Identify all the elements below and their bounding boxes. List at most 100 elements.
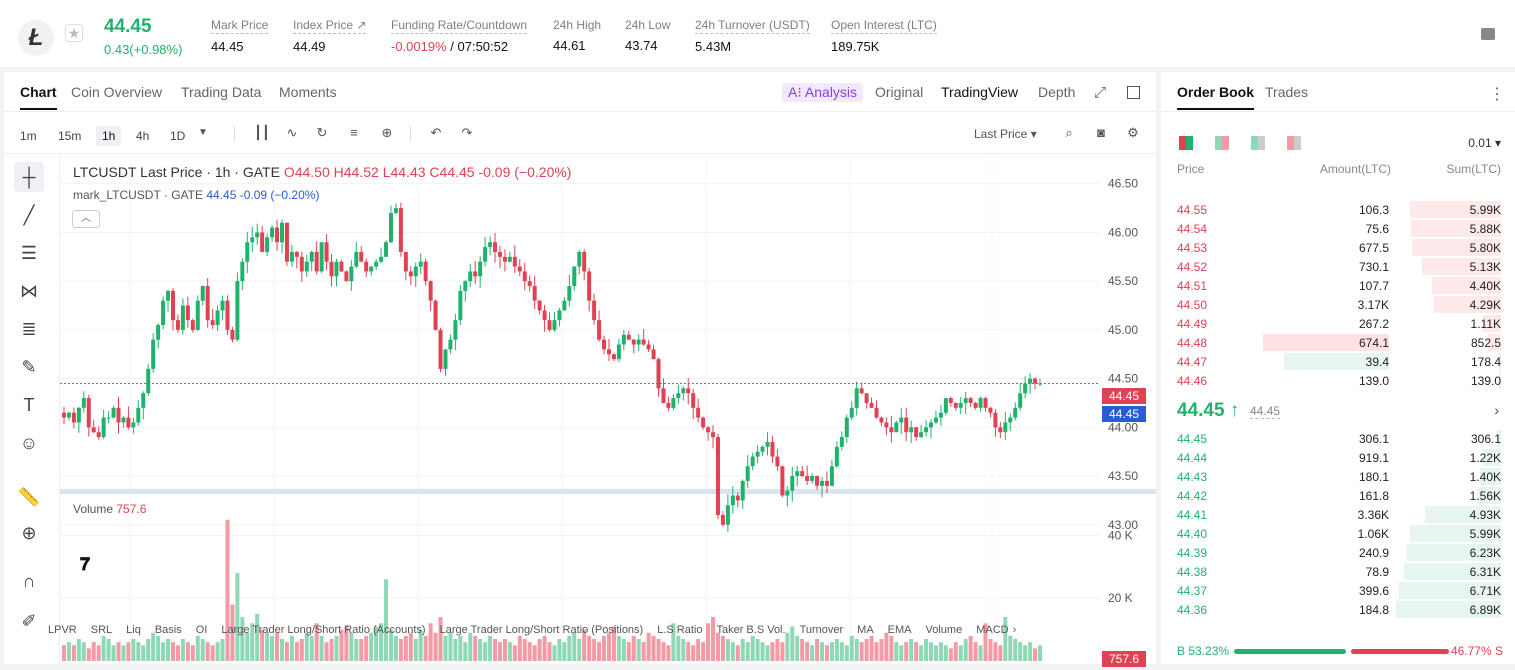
ask-row[interactable]: 44.46 139.0 139.0 xyxy=(1161,371,1515,390)
timeframe-4h[interactable]: 4h xyxy=(136,129,150,143)
fib-icon[interactable]: ≣ xyxy=(21,319,37,339)
indicator-lpvr[interactable]: LPVR xyxy=(48,624,77,636)
ask-row[interactable]: 44.49 267.2 1.11K xyxy=(1161,314,1515,333)
candle-body xyxy=(983,398,988,408)
indicator-ma[interactable]: MA xyxy=(857,624,874,636)
indicators-icon[interactable]: ∿ xyxy=(286,125,298,140)
indicator-srl[interactable]: SRL xyxy=(90,624,113,636)
timeframe-1d[interactable]: 1D xyxy=(170,129,186,143)
indicator-ema[interactable]: EMA xyxy=(887,624,912,636)
horizontal-lines-icon[interactable]: ☰ xyxy=(20,243,38,263)
precision-select[interactable]: 0.01 ▾ xyxy=(1468,136,1501,150)
timeframe-dropdown-icon[interactable]: ▼ xyxy=(198,127,208,138)
indicator-basis[interactable]: Basis xyxy=(154,624,182,636)
more-options-icon[interactable]: ⋮ xyxy=(1489,86,1505,103)
stat-mark-price[interactable]: Mark Price 44.45 xyxy=(211,18,269,54)
emoji-icon[interactable]: ☺ xyxy=(19,433,39,453)
indicator-volume[interactable]: Volume xyxy=(925,624,963,636)
stat-open-interest[interactable]: Open Interest (LTC) 189.75K xyxy=(831,18,937,54)
candle-body xyxy=(869,402,874,408)
bid-row[interactable]: 44.36 184.8 6.89K xyxy=(1161,600,1515,619)
undo-icon[interactable]: ↶ xyxy=(430,125,442,140)
pattern-icon[interactable]: ⋈ xyxy=(20,281,38,301)
stat-index-price[interactable]: Index Price ↗ 44.49 xyxy=(293,18,367,54)
view-asks-icon[interactable] xyxy=(1287,136,1301,150)
favorite-star-icon[interactable]: ★ xyxy=(65,24,83,42)
candlestick-chart[interactable]: 46.50 46.00 45.50 45.00 44.50 44.00 43.50 43.00… xyxy=(60,154,1156,664)
replay-icon[interactable]: ↻ xyxy=(316,125,328,140)
view-split-icon[interactable] xyxy=(1215,136,1229,150)
bid-row[interactable]: 44.42 161.8 1.56K xyxy=(1161,486,1515,505)
ask-row[interactable]: 44.48 674.1 852.5 xyxy=(1161,333,1515,352)
fullscreen-icon[interactable] xyxy=(1127,86,1140,99)
text-icon[interactable]: T xyxy=(23,395,35,415)
view-both-icon[interactable] xyxy=(1179,136,1193,150)
zoom-in-icon[interactable]: ⊕ xyxy=(21,523,37,543)
gear-icon[interactable]: ⚙ xyxy=(1127,125,1139,140)
pencil-lock-icon[interactable]: ✐ xyxy=(21,611,37,631)
tab-tradingview[interactable]: TradingView xyxy=(941,84,1019,100)
bid-row[interactable]: 44.43 180.1 1.40K xyxy=(1161,467,1515,486)
stat-24h-turnover[interactable]: 24h Turnover (USDT) 5.43M xyxy=(695,18,810,54)
camera-icon[interactable]: ◙ xyxy=(1097,125,1105,140)
tab-ai-analysis[interactable]: A⁝ Analysis xyxy=(782,83,864,102)
chevron-right-icon[interactable]: › xyxy=(1494,402,1499,418)
tab-depth[interactable]: Depth xyxy=(1038,84,1076,100)
candle-body xyxy=(527,281,532,287)
indicator-liq[interactable]: Liq xyxy=(126,624,141,636)
add-alert-icon[interactable]: ⊕ xyxy=(381,125,393,140)
tradingview-logo[interactable]: 𝟕 xyxy=(80,554,91,574)
ask-row[interactable]: 44.51 107.7 4.40K xyxy=(1161,276,1515,295)
templates-icon[interactable]: ≡ xyxy=(350,125,358,140)
price-type-select[interactable]: Last Price ▾ xyxy=(974,127,1037,141)
expand-icon[interactable]: ⤢ xyxy=(1094,84,1107,101)
tab-original[interactable]: Original xyxy=(875,84,924,100)
magnet-icon[interactable]: ∩ xyxy=(22,571,36,591)
collapse-legend-button[interactable]: ︿ xyxy=(72,210,100,228)
ask-row[interactable]: 44.54 75.6 5.88K xyxy=(1161,219,1515,238)
bid-row[interactable]: 44.44 919.1 1.22K xyxy=(1161,448,1515,467)
tab-moments[interactable]: Moments xyxy=(279,84,337,100)
bid-row[interactable]: 44.39 240.9 6.23K xyxy=(1161,543,1515,562)
candle-type-icon[interactable]: ┃┃ xyxy=(254,125,270,140)
indicator-lt-ls-positions[interactable]: Large Trader Long/Short Ratio (Positions… xyxy=(439,624,644,636)
view-bids-icon[interactable] xyxy=(1251,136,1265,150)
bid-row[interactable]: 44.38 78.9 6.31K xyxy=(1161,562,1515,581)
indicator-lt-ls-accounts[interactable]: Large Trader Long/Short Ratio (Accounts) xyxy=(221,624,426,636)
tab-order-book[interactable]: Order Book xyxy=(1177,84,1255,110)
trendline-icon[interactable]: ╱ xyxy=(23,205,35,225)
timeframe-1h[interactable]: 1h xyxy=(96,126,122,146)
ask-row[interactable]: 44.53 677.5 5.80K xyxy=(1161,238,1515,257)
tab-trades[interactable]: Trades xyxy=(1265,84,1309,100)
book-icon[interactable] xyxy=(1481,28,1495,40)
chevron-right-icon[interactable]: › xyxy=(1012,624,1017,636)
tab-coin-overview[interactable]: Coin Overview xyxy=(71,84,163,100)
bid-row[interactable]: 44.45 306.1 306.1 xyxy=(1161,429,1515,448)
indicator-ls-ratio[interactable]: L.S Ratio xyxy=(657,624,703,636)
indicator-macd[interactable]: MACD xyxy=(976,624,1009,636)
bid-row[interactable]: 44.41 3.36K 4.93K xyxy=(1161,505,1515,524)
timeframe-1m[interactable]: 1m xyxy=(20,129,37,143)
indicator-taker-vol[interactable]: Taker B.S Vol. xyxy=(716,624,786,636)
crosshair-icon[interactable]: ┼ xyxy=(14,162,44,192)
indicator-oi[interactable]: OI xyxy=(195,624,208,636)
redo-icon[interactable]: ↷ xyxy=(461,125,473,140)
ask-row[interactable]: 44.52 730.1 5.13K xyxy=(1161,257,1515,276)
ask-row[interactable]: 44.47 39.4 178.4 xyxy=(1161,352,1515,371)
bid-row[interactable]: 44.37 399.6 6.71K xyxy=(1161,581,1515,600)
ask-row[interactable]: 44.50 3.17K 4.29K xyxy=(1161,295,1515,314)
price-chart[interactable]: 46.50 46.00 45.50 45.00 44.50 44.00 43.50 43.00… xyxy=(60,154,1156,667)
ask-row[interactable]: 44.55 106.3 5.99K xyxy=(1161,200,1515,219)
tab-trading-data[interactable]: Trading Data xyxy=(181,84,262,100)
timeframe-15m[interactable]: 15m xyxy=(58,129,82,143)
indicator-turnover[interactable]: Turnover xyxy=(799,624,844,636)
depth-bar xyxy=(1480,468,1501,485)
stat-funding-rate[interactable]: Funding Rate/Countdown -0.0019% / 07:50:5… xyxy=(391,18,528,54)
tab-chart[interactable]: Chart xyxy=(20,84,57,110)
candle-body xyxy=(294,251,299,257)
search-icon[interactable]: ⌕ xyxy=(1065,125,1073,140)
bid-row[interactable]: 44.40 1.06K 5.99K xyxy=(1161,524,1515,543)
ruler-icon[interactable]: 📏 xyxy=(17,487,41,507)
volume-bar xyxy=(755,639,760,661)
brush-icon[interactable]: ✎ xyxy=(21,357,37,377)
